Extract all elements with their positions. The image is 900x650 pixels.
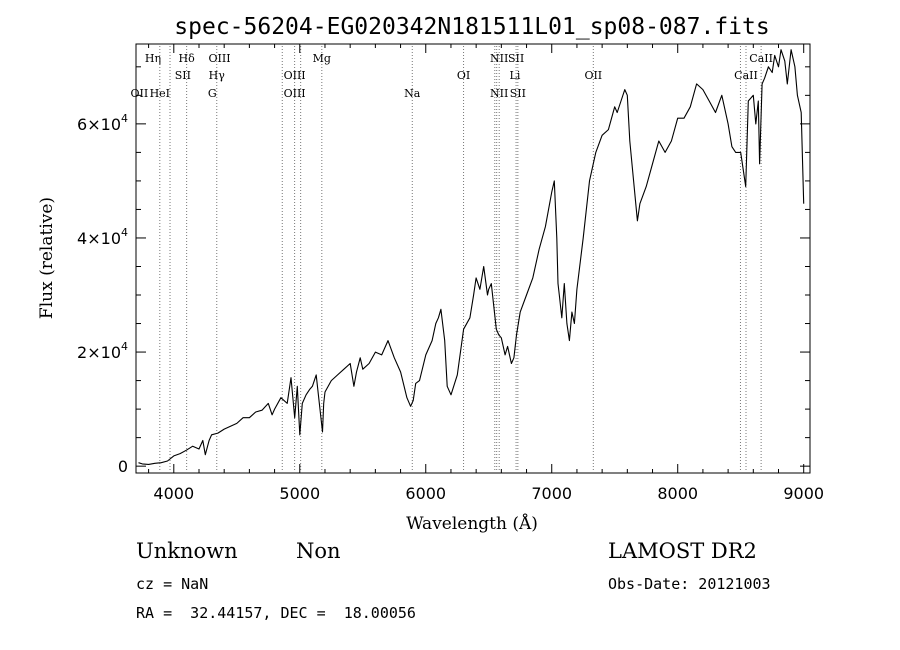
spectral-line-label: HeI: [150, 87, 170, 100]
spectral-line-label: Mg: [313, 52, 331, 65]
spectral-line-label: OIII: [284, 87, 306, 100]
x-tick-label: 7000: [531, 484, 572, 503]
x-axis-label: Wavelength (Å): [406, 513, 538, 534]
spectral-line-label: NII: [490, 87, 508, 100]
x-tick-label: 8000: [657, 484, 698, 503]
spectrum-line: [138, 49, 805, 465]
redshift-label: cz = NaN: [136, 575, 209, 593]
x-tick-label: 6000: [405, 484, 446, 503]
spectral-line-label: OIII: [208, 52, 230, 65]
survey-label: LAMOST DR2: [608, 539, 757, 563]
spectral-line-label: Li: [510, 69, 521, 82]
spectral-line-label: CaII: [734, 69, 758, 82]
spectral-line-label: SII: [510, 87, 526, 100]
spectral-line-label: Hδ: [179, 52, 196, 65]
spectral-line-label: Hγ: [209, 69, 226, 82]
spectral-line-label: Na: [404, 87, 421, 100]
spectral-line-label: CaII: [749, 52, 773, 65]
y-tick-label: 0: [118, 457, 128, 476]
chart-title: spec-56204-EG020342N181511L01_sp08-087.f…: [174, 14, 769, 40]
coordinates-label: RA = 32.44157, DEC = 18.00056: [136, 604, 416, 622]
y-tick-label: 4×104: [77, 226, 128, 248]
subclass-label: Non: [296, 539, 341, 563]
spectral-line-label: Hη: [145, 52, 161, 65]
spectral-line-label: OII: [584, 69, 602, 82]
y-tick-label: 2×104: [77, 340, 128, 362]
spectral-line-label: G: [208, 87, 217, 100]
plot-frame: [135, 43, 811, 474]
x-tick-label: 5000: [279, 484, 320, 503]
spectral-line-label: OII: [131, 87, 149, 100]
y-tick-label: 6×104: [77, 112, 128, 134]
x-tick-label: 9000: [783, 484, 824, 503]
obs-date-label: Obs-Date: 20121003: [608, 575, 771, 593]
x-tick-label: 4000: [153, 484, 194, 503]
spectral-line-label: SII: [508, 52, 524, 65]
class-label: Unknown: [136, 539, 238, 563]
spectral-line-label: NII: [490, 52, 508, 65]
spectral-line-label: OIII: [284, 69, 306, 82]
spectral-line-label: SII: [175, 69, 191, 82]
y-axis-label: Flux (relative): [37, 197, 57, 319]
spectral-line-label: OI: [457, 69, 470, 82]
